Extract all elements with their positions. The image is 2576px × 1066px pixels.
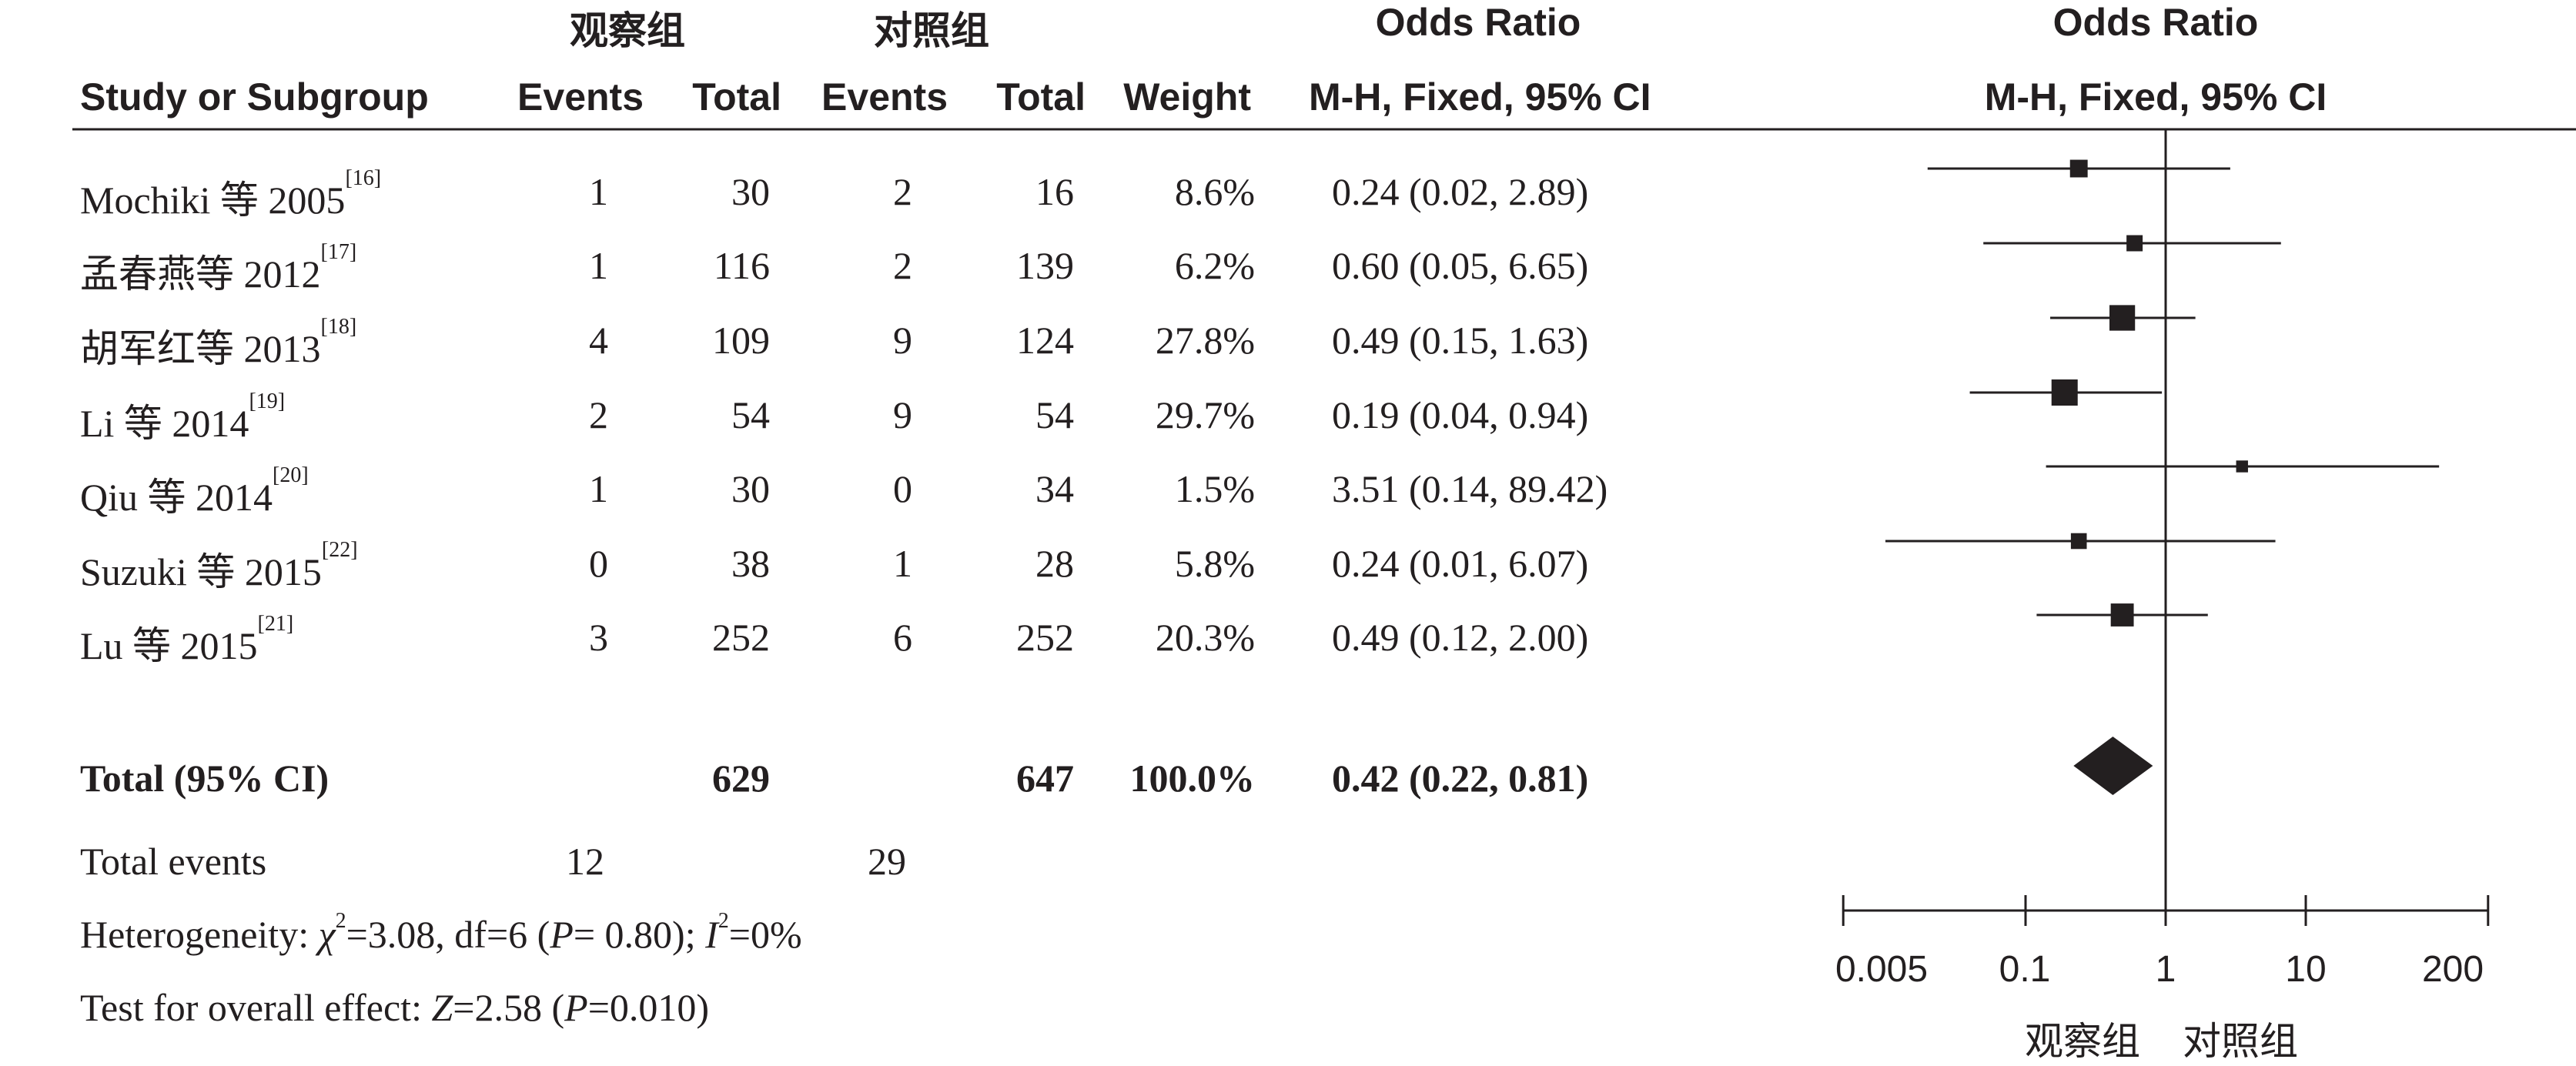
study-name: Mochiki 等 2005[16] <box>80 166 382 222</box>
pooled-ci: 0.42 (0.22, 0.81) <box>1332 757 1589 800</box>
study-name: Lu 等 2015[21] <box>80 612 294 667</box>
effect-square <box>2051 379 2078 406</box>
events2-cell: 6 <box>893 616 912 659</box>
effect-square <box>2109 305 2136 331</box>
events1-cell: 1 <box>589 467 608 510</box>
events1-cell: 1 <box>589 244 608 287</box>
total-events-label: Total events <box>80 840 267 883</box>
events1-cell: 1 <box>589 170 608 213</box>
weight-cell: 20.3% <box>1155 616 1255 659</box>
total1-cell: 252 <box>712 616 770 659</box>
overall-effect-text: Test for overall effect: Z=2.58 (P=0.010… <box>80 986 710 1029</box>
total2-sum: 647 <box>1016 757 1074 800</box>
events2-cell: 1 <box>893 542 912 585</box>
total1-cell: 109 <box>712 319 770 362</box>
events2-cell: 2 <box>893 244 912 287</box>
pooled-diamond <box>2073 737 2153 795</box>
total2-cell: 16 <box>1035 170 1074 213</box>
weight-header: Weight <box>1123 75 1251 119</box>
tick-label: 10 <box>2285 949 2327 990</box>
total1-cell: 54 <box>731 393 770 436</box>
weight-cell: 29.7% <box>1155 393 1255 436</box>
total1-sum: 629 <box>712 757 770 800</box>
favours-right-label: 对照组 <box>2183 1019 2298 1064</box>
events1-cell: 2 <box>589 393 608 436</box>
weight-cell: 27.8% <box>1155 319 1255 362</box>
total2-cell: 28 <box>1035 542 1074 585</box>
group2-header: 对照组 <box>874 9 989 52</box>
total2-cell: 139 <box>1016 244 1074 287</box>
total-weight: 100.0% <box>1129 757 1256 800</box>
weight-cell: 6.2% <box>1174 244 1255 287</box>
total2-cell: 54 <box>1035 393 1074 436</box>
total2-cell: 124 <box>1016 319 1074 362</box>
total-events1: 12 <box>566 840 604 883</box>
odds-ratio-plot-title: Odds Ratio <box>2052 1 2259 44</box>
study-name: 胡军红等 2013[18] <box>80 315 357 370</box>
effect-square <box>2110 603 2134 627</box>
weight-cell: 5.8% <box>1174 542 1255 585</box>
ci-cell: 0.49 (0.12, 2.00) <box>1332 616 1589 659</box>
events2-cell: 9 <box>893 393 912 436</box>
total1-header: Total <box>692 75 781 119</box>
total1-cell: 30 <box>731 467 770 510</box>
total-events2: 29 <box>868 840 906 883</box>
odds-ratio-table-title: Odds Ratio <box>1375 1 1581 44</box>
events2-cell: 9 <box>893 319 912 362</box>
total2-header: Total <box>996 75 1086 119</box>
total1-cell: 116 <box>713 244 770 287</box>
method-table-header: M-H, Fixed, 95% CI <box>1309 75 1651 119</box>
ci-cell: 0.60 (0.05, 6.65) <box>1332 244 1589 287</box>
total1-cell: 38 <box>731 542 770 585</box>
study-name: 孟春燕等 2012[17] <box>80 240 357 296</box>
study-name: Qiu 等 2014[20] <box>80 463 309 519</box>
events2-header: Events <box>821 75 948 119</box>
ci-cell: 0.49 (0.15, 1.63) <box>1332 319 1589 362</box>
events1-header: Events <box>517 75 644 119</box>
total-label: Total (95% CI) <box>80 757 330 800</box>
events1-cell: 0 <box>589 542 608 585</box>
effect-square <box>2069 159 2088 178</box>
effect-square <box>2236 460 2248 473</box>
events2-cell: 0 <box>893 467 912 510</box>
heterogeneity-text: Heterogeneity: χ2=3.08, df=6 (P= 0.80); … <box>80 909 802 956</box>
study-name: Suzuki 等 2015[22] <box>80 538 358 593</box>
ci-cell: 3.51 (0.14, 89.42) <box>1332 467 1608 510</box>
study-name: Li 等 2014[19] <box>80 389 286 445</box>
events2-cell: 2 <box>893 170 912 213</box>
effect-square <box>2126 235 2143 252</box>
method-plot-header: M-H, Fixed, 95% CI <box>1984 75 2327 119</box>
tick-label: 0.005 <box>1835 949 1929 990</box>
events1-cell: 3 <box>589 616 608 659</box>
study-column-header: Study or Subgroup <box>80 75 429 119</box>
weight-cell: 1.5% <box>1174 467 1255 510</box>
tick-label: 0.1 <box>1999 949 2051 990</box>
total1-cell: 30 <box>731 170 770 213</box>
ci-cell: 0.24 (0.02, 2.89) <box>1332 170 1589 213</box>
ci-cell: 0.24 (0.01, 6.07) <box>1332 542 1589 585</box>
total2-cell: 34 <box>1035 467 1074 510</box>
tick-label: 200 <box>2421 949 2484 990</box>
ci-cell: 0.19 (0.04, 0.94) <box>1332 393 1589 436</box>
events1-cell: 4 <box>589 319 608 362</box>
favours-left-label: 观察组 <box>2025 1019 2140 1064</box>
total2-cell: 252 <box>1016 616 1074 659</box>
tick-label: 1 <box>2155 949 2176 990</box>
effect-square <box>2070 533 2087 550</box>
group1-header: 观察组 <box>570 9 685 52</box>
weight-cell: 8.6% <box>1174 170 1255 213</box>
